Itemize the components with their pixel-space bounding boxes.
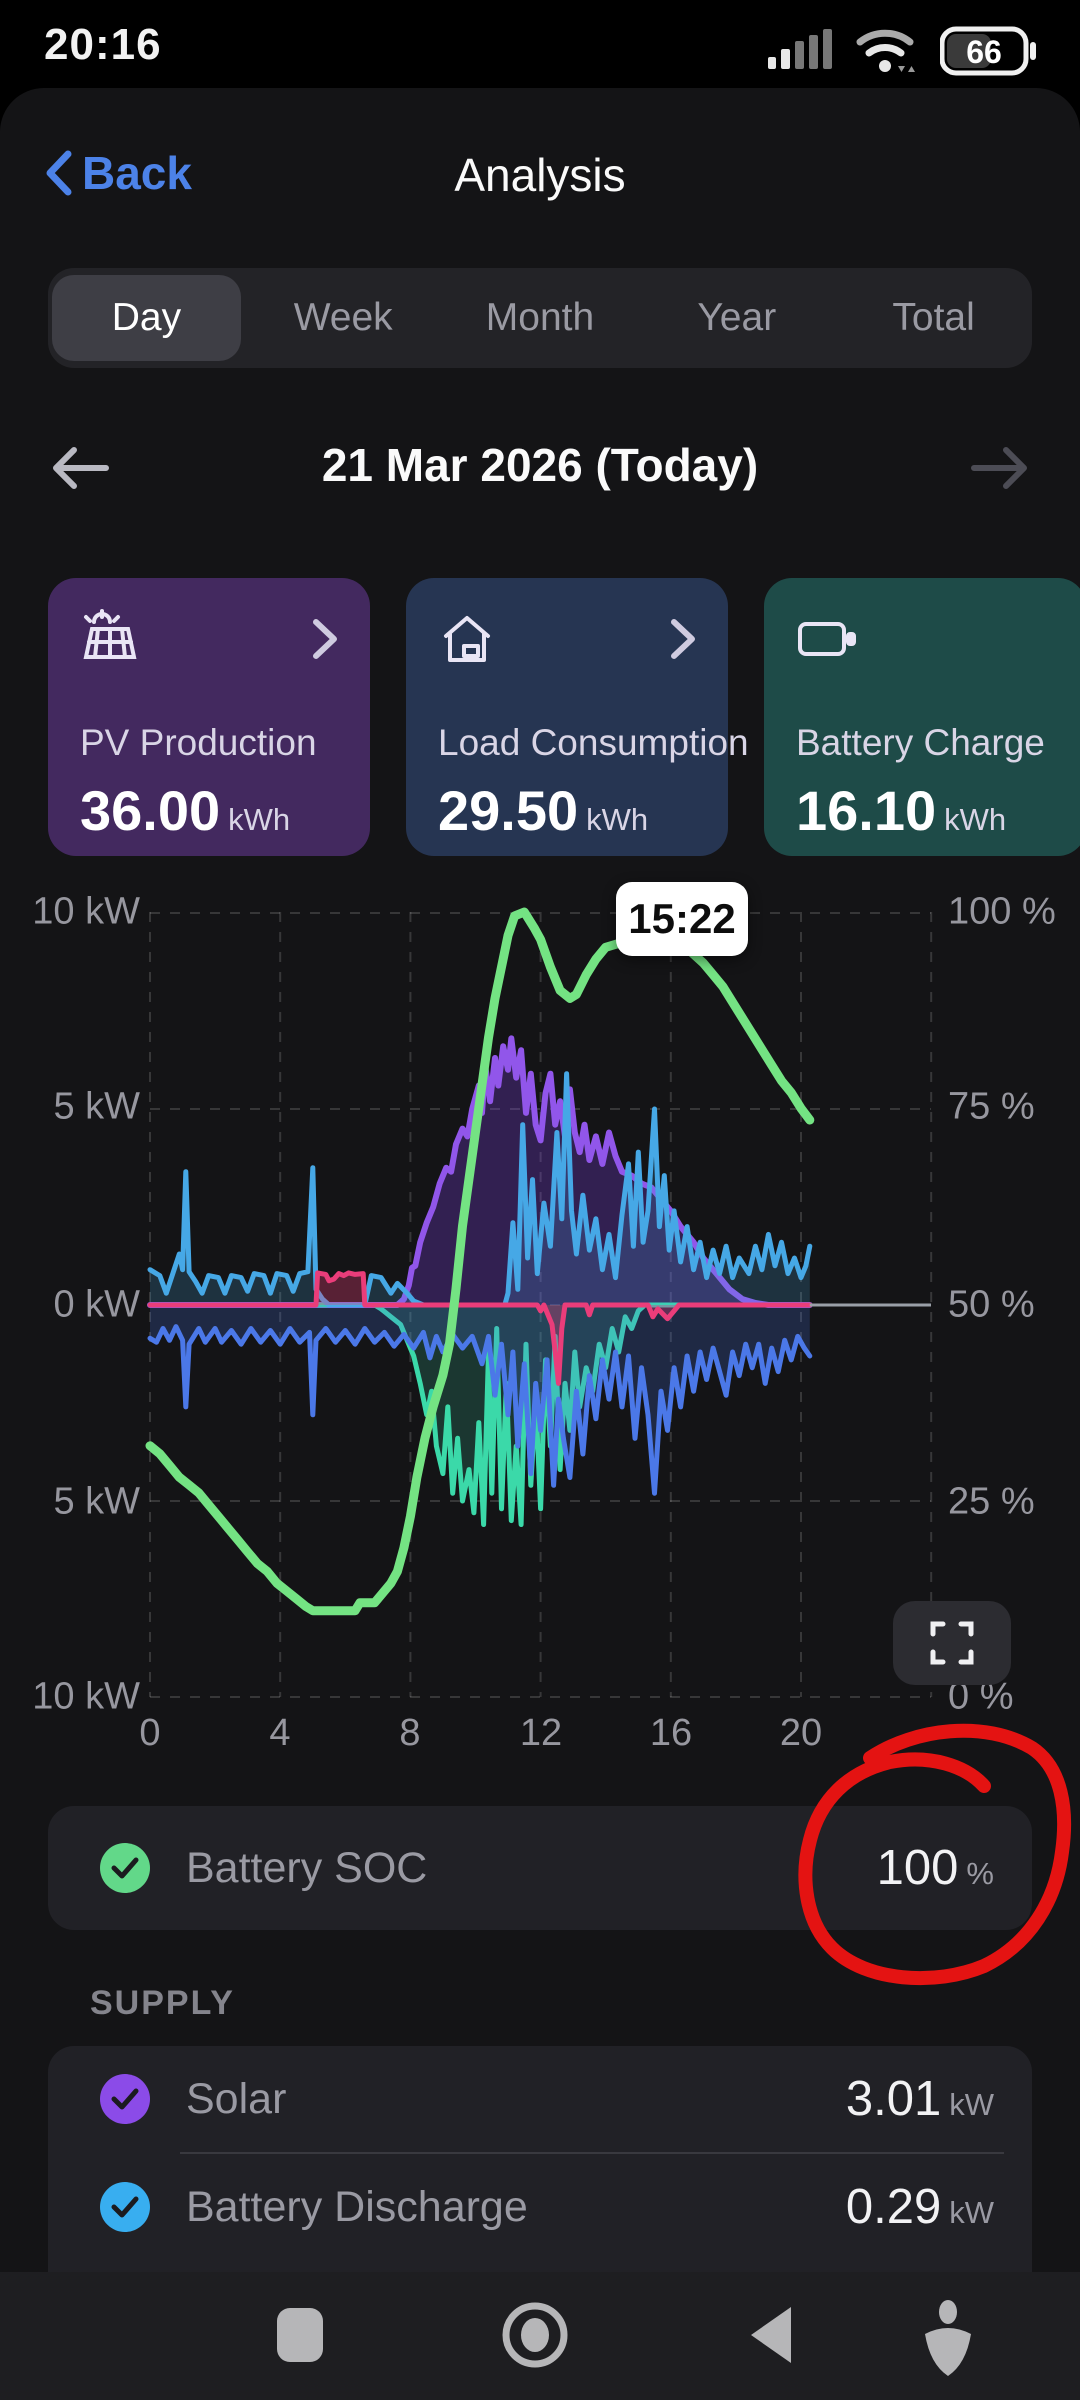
card-pv-production[interactable]: PV Production 36.00 kWh [48,578,370,856]
tab-month[interactable]: Month [485,296,595,339]
left-axis-tick: 5 kW [53,1085,140,1128]
legend-label: Battery Discharge [186,2182,528,2231]
supply-section-header: SUPPLY [90,1984,235,2022]
fullscreen-button[interactable] [893,1601,1011,1685]
back-button[interactable]: Back [44,146,192,200]
date-label: 21 Mar 2026 (Today) [321,439,759,491]
card-title: PV Production [80,722,317,763]
chevron-right-icon [313,619,337,659]
next-day-button[interactable] [968,440,1032,496]
signal-icon [768,29,832,69]
legend-value: 3.01 [845,2072,942,2126]
card-title: Battery Charge [796,722,1045,763]
left-axis-tick: 0 kW [53,1283,140,1326]
right-axis-tick: 50 % [948,1283,1035,1326]
card-unit: kWh [228,802,291,837]
recents-icon[interactable] [277,2308,323,2362]
arrow-right-icon [971,447,1027,489]
status-time: 20:16 [44,20,162,69]
battery-outline-icon [798,622,856,656]
legend-row-battery-soc[interactable]: Battery SOC 100% [48,1806,1032,1930]
card-value: 29.50 [438,779,579,842]
page-title: Analysis [454,149,626,201]
supply-card: Solar 3.01 kW Battery Discharge 0.29 kW [48,2046,1032,2272]
chart-tooltip: 15:22 [616,882,748,956]
left-axis-tick: 10 kW [32,1675,140,1718]
tab-day[interactable]: Day [52,275,241,361]
legend-label: Solar [186,2074,287,2123]
left-axis-tick: 10 kW [32,890,140,933]
legend-label: Battery SOC [186,1843,428,1892]
house-icon [444,616,490,662]
solar-panel-icon [83,609,137,659]
app-surface [0,88,1080,2272]
battery-discharge-check-icon[interactable] [100,2182,150,2232]
status-icons: 66 [768,26,1036,76]
left-axis-tick: 5 kW [53,1480,140,1523]
battery-icon: 66 [940,26,1036,76]
card-unit: kWh [586,802,649,837]
wifi-icon [856,29,915,72]
prev-day-button[interactable] [48,440,112,496]
legend-unit: kW [949,2195,994,2230]
x-axis-tick: 8 [399,1712,421,1754]
legend-value: 100 [876,1841,959,1895]
legend-row-solar[interactable]: Solar 3.01 kW [48,2046,1032,2152]
back-label: Back [82,147,192,199]
tab-total[interactable]: Total [892,296,975,339]
back-nav-icon[interactable] [751,2307,791,2363]
fullscreen-icon [930,1621,974,1665]
x-axis-tick: 0 [139,1712,161,1754]
home-icon[interactable] [502,2302,568,2368]
assistant-icon[interactable] [925,2300,971,2376]
x-axis-tick: 20 [779,1712,823,1754]
right-axis-tick: 25 % [948,1480,1035,1523]
x-axis-tick: 16 [649,1712,693,1754]
row-divider [180,2152,1004,2154]
solar-check-icon[interactable] [100,2074,150,2124]
period-tabs: Day Week Month Year Total [48,268,1032,368]
x-axis-tick: 12 [519,1712,563,1754]
card-unit: kWh [944,802,1007,837]
battery-percent-text: 66 [966,34,1002,70]
chevron-left-icon [46,150,72,196]
right-axis-tick: 100 % [948,890,1056,933]
chevron-right-icon [671,619,695,659]
legend-value: 0.29 [845,2180,942,2234]
x-axis-tick: 4 [269,1712,291,1754]
right-axis-tick: 75 % [948,1085,1035,1128]
card-title: Load Consumption [438,722,749,763]
tab-week[interactable]: Week [293,296,393,339]
card-load-consumption[interactable]: Load Consumption 29.50 kWh [406,578,749,856]
arrow-left-icon [53,447,109,489]
legend-unit: % [966,1856,994,1891]
battery-soc-check-icon[interactable] [100,1843,150,1893]
card-battery-charge[interactable]: Battery Charge 16.10 kWh [764,578,1080,856]
card-value: 36.00 [80,779,221,842]
tab-year[interactable]: Year [697,296,777,339]
system-nav-bar [0,2272,1080,2400]
legend-row-battery-discharge[interactable]: Battery Discharge 0.29 kW [48,2154,1032,2260]
card-value: 16.10 [796,779,937,842]
legend-unit: kW [949,2087,994,2122]
